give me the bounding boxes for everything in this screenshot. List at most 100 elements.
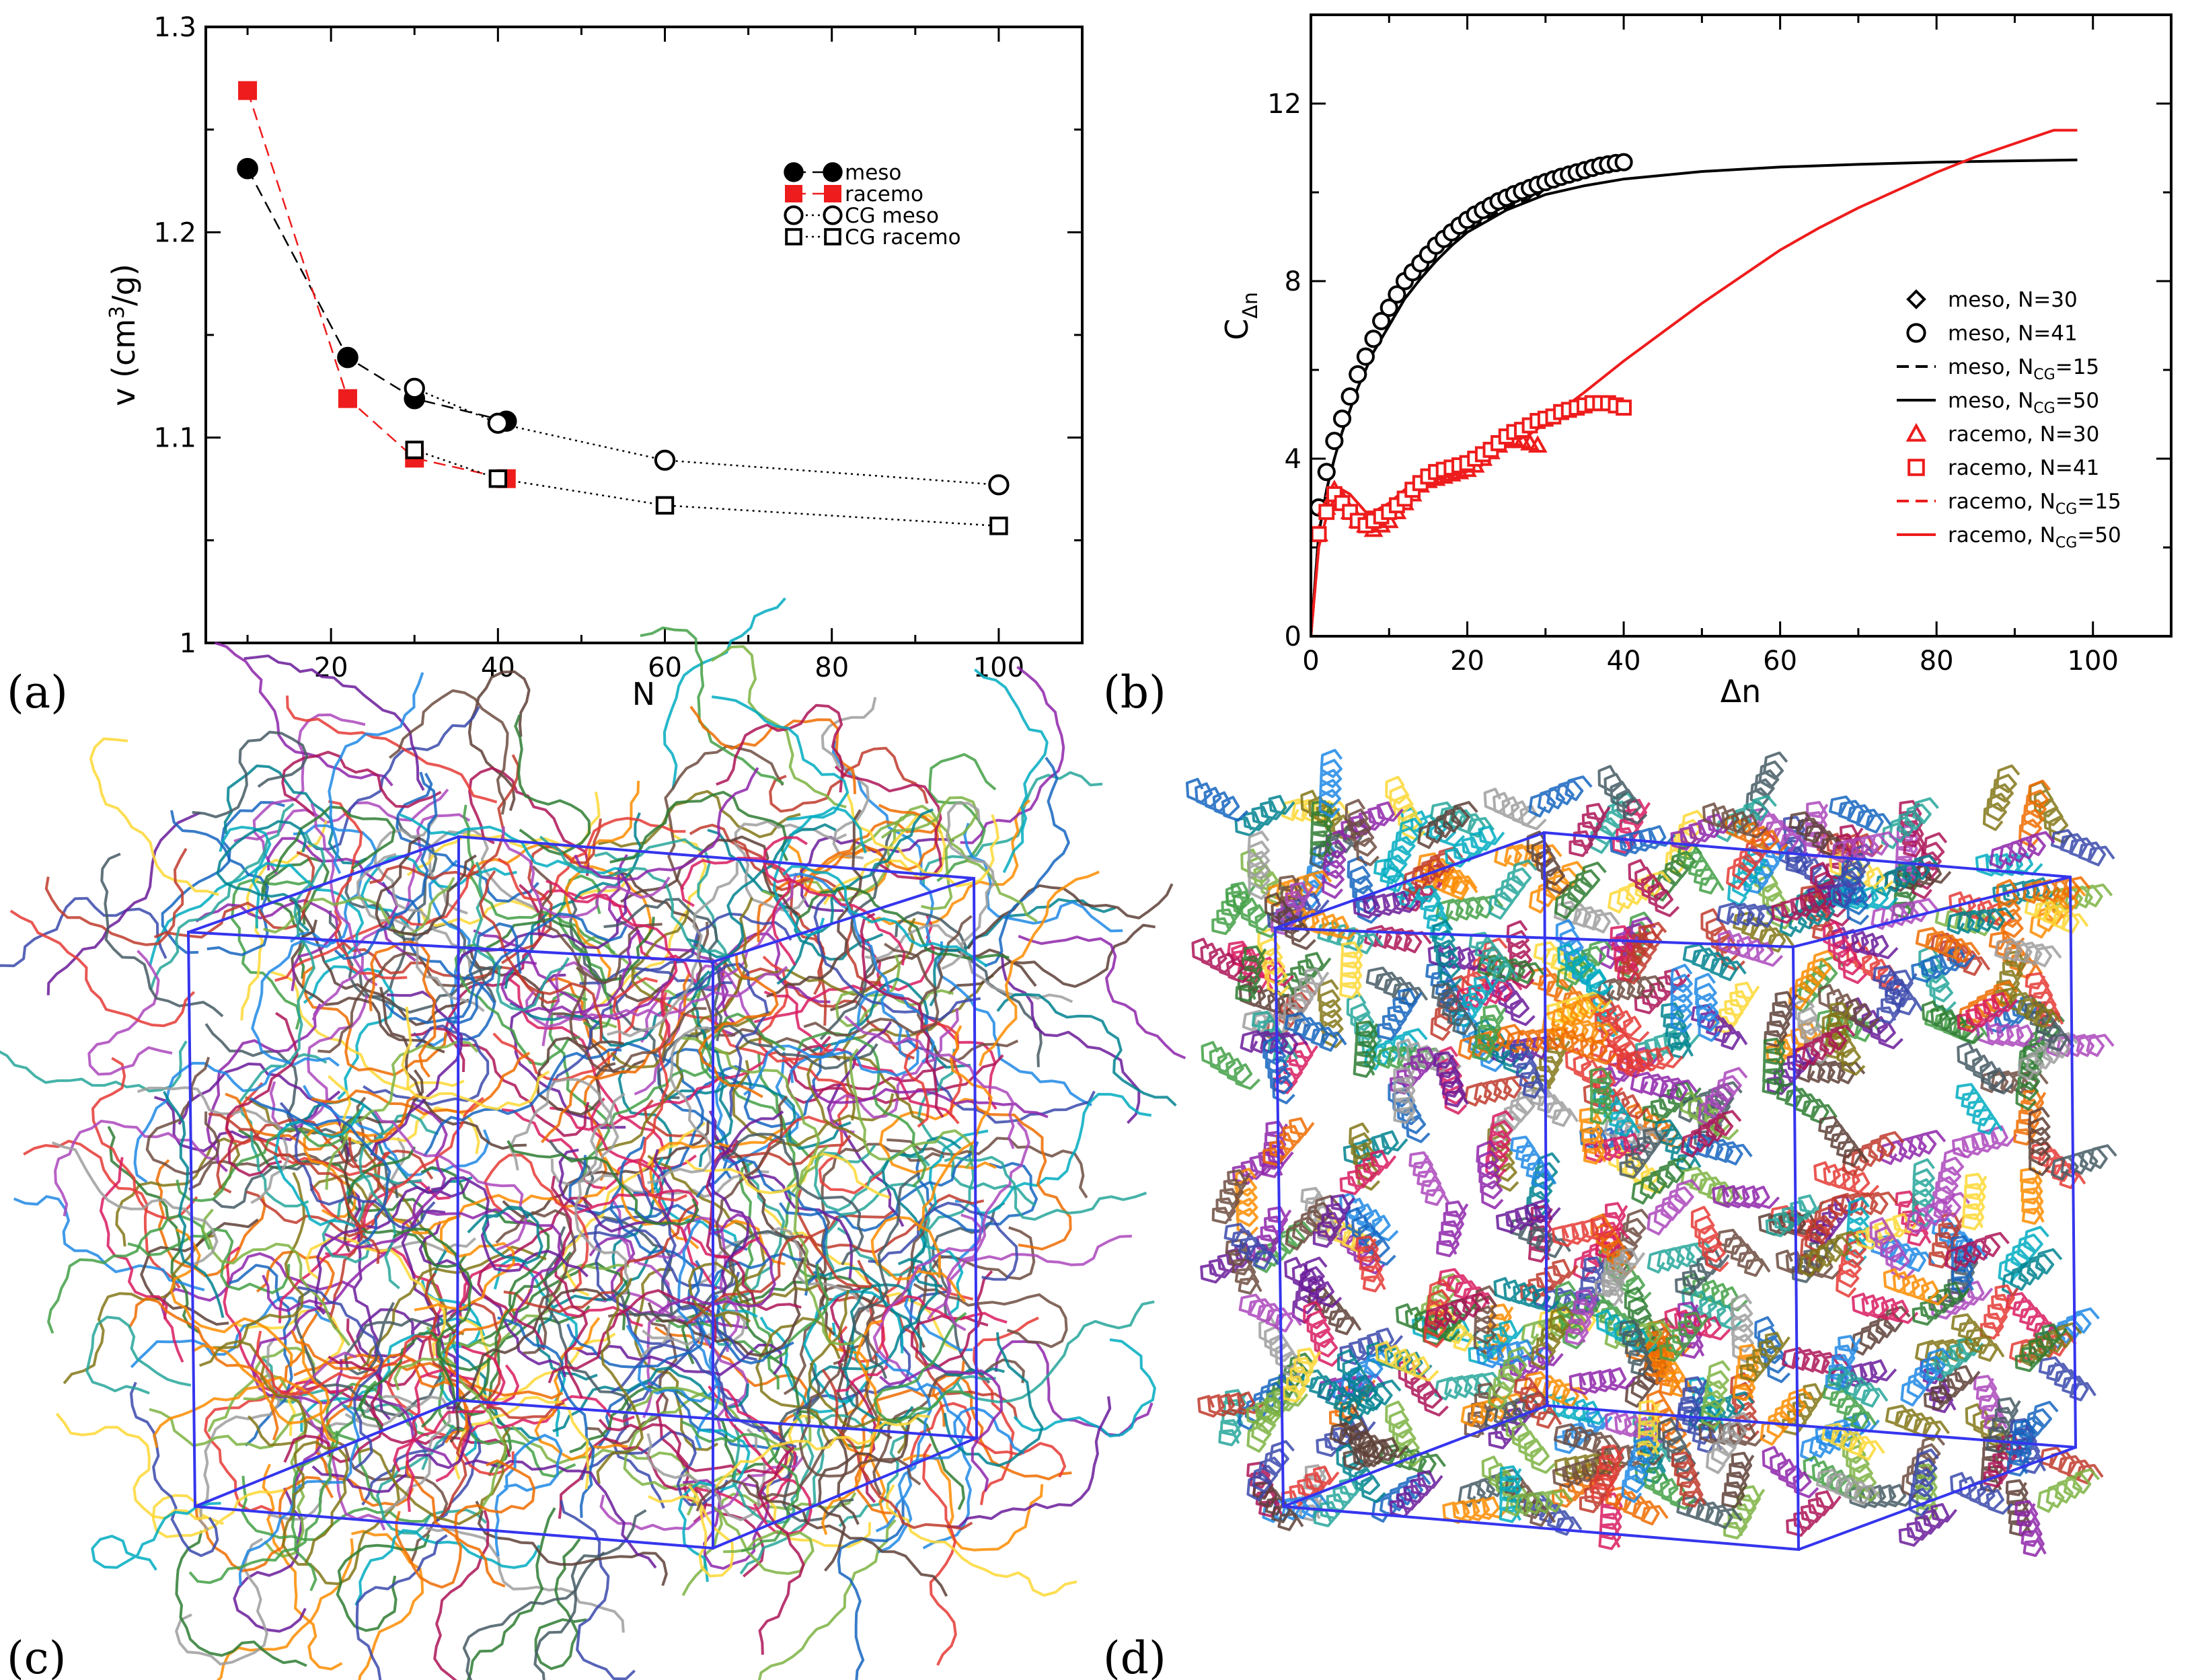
polymer-chain [1488, 1087, 1542, 1146]
data-point-cg-meso [654, 449, 676, 471]
data-point-cg-meso [988, 474, 1010, 496]
y-tick-label: 1.2 [153, 217, 196, 248]
data-point-cg-meso [487, 412, 508, 434]
polymer-chain [1402, 846, 1464, 895]
legend-marker [784, 162, 804, 182]
polymer-chain [89, 737, 220, 896]
polymer-chain [710, 645, 847, 809]
x-tick-label: 60 [1763, 646, 1797, 677]
polymer-chain [1433, 1051, 1469, 1108]
polymer-chain [569, 966, 707, 1073]
polymer-chain [566, 1260, 706, 1369]
polymer-chain [928, 753, 997, 882]
polymer-chain [870, 1215, 967, 1303]
polymer-chain [769, 747, 929, 813]
polymer-chain [1275, 952, 1332, 998]
series-line-racemo-n50 [1310, 128, 2078, 637]
polymer-chain [1797, 1059, 1866, 1085]
polymer-chain [1552, 1216, 1619, 1248]
polymer-chain [501, 818, 602, 964]
polymer-chain [1373, 858, 1425, 908]
polymer-chain [305, 1236, 447, 1357]
polymer-chain [1762, 1445, 1819, 1498]
polymer-chain [1675, 1376, 1708, 1433]
polymer-chain [1921, 1000, 1985, 1044]
polymer-chain [1691, 1003, 1748, 1051]
series-line-cg-racemo [414, 449, 999, 527]
polymer-chain [1339, 1149, 1397, 1195]
legend-marker [1906, 289, 1926, 309]
polymer-chain [13, 1195, 205, 1292]
polymer-chain [1589, 1067, 1613, 1125]
polymer-chain [824, 1182, 940, 1281]
polymer-chain [1234, 794, 1295, 837]
polymer-chain [574, 1092, 632, 1295]
polymer-chain [1836, 1229, 1869, 1298]
polymer-chain [1597, 765, 1648, 825]
polymer-chain [503, 1202, 697, 1313]
polymer-chain [1238, 1293, 1302, 1333]
polymer-chain [256, 1330, 440, 1396]
x-tick-label: 60 [648, 652, 682, 683]
polymer-chain [1597, 975, 1665, 1002]
polymer-chain [1371, 1473, 1431, 1523]
polymer-chain [1694, 972, 1721, 1042]
polymer-chain [1284, 1256, 1343, 1308]
polymer-chain [560, 1500, 636, 1680]
polymer-chain [658, 1213, 776, 1313]
polymer-chain [130, 1381, 219, 1558]
polymer-chain [1950, 1472, 2014, 1515]
polymer-chain [943, 1332, 1044, 1467]
polymer-chain [539, 835, 727, 957]
polymer-chain [543, 1226, 631, 1430]
polymer-chain [502, 1120, 710, 1218]
x-tick-label: 80 [1920, 646, 1954, 677]
polymer-chain [447, 912, 628, 1024]
polymer-chain [722, 917, 916, 996]
data-point-racemo [338, 389, 357, 408]
polymer-chain [828, 1008, 959, 1134]
polymer-chain [55, 1412, 209, 1521]
data-point-meso-n-41 [1372, 311, 1391, 330]
polymer-chain [107, 1126, 200, 1334]
polymer-chain [175, 1537, 268, 1666]
polymer-chain [610, 909, 690, 1069]
polymer-chain [640, 872, 798, 1043]
polymer-chain [860, 912, 944, 1118]
polymer-chain [454, 1459, 536, 1588]
polymer-chain [1831, 831, 1899, 864]
polymer-chain [310, 803, 365, 1021]
polymer-chain [546, 1229, 741, 1291]
polymer-chain [1608, 870, 1672, 914]
polymer-chain [880, 796, 979, 911]
polymer-chain [1799, 1231, 1861, 1278]
polymer-chain [1375, 1340, 1439, 1382]
polymer-chain [262, 1186, 431, 1312]
polymer-chain [1529, 966, 1589, 1011]
polymer-chain [1614, 924, 1664, 975]
polymer-chain [803, 942, 940, 1037]
polymer-chain [354, 1529, 541, 1606]
polymer-chain [2017, 1032, 2078, 1081]
polymer-chain [750, 1115, 884, 1194]
polymer-chain [1906, 1192, 1971, 1235]
polymer-chain [430, 1176, 589, 1278]
polymer-chain [1831, 843, 1875, 909]
polymer-chain [393, 1357, 507, 1513]
amorphous-polymer-chains-render [0, 597, 1186, 1680]
polymer-chain [857, 1260, 1018, 1420]
polymer-chain [647, 1256, 806, 1357]
polymer-chain [1782, 1346, 1850, 1376]
polymer-chain [1760, 1387, 1813, 1446]
polymer-chain [1594, 1248, 1646, 1298]
polymer-chain [1408, 1151, 1450, 1207]
polymer-chain [161, 801, 285, 954]
polymer-chain [1211, 1169, 1252, 1225]
polymer-chain [1542, 1393, 1610, 1425]
polymer-chain [1191, 938, 1254, 984]
legend-label: racemo, N=30 [1948, 422, 2099, 447]
polymer-chain [334, 771, 438, 960]
polymer-chain [743, 1029, 919, 1096]
polymer-chain [1745, 751, 1788, 816]
